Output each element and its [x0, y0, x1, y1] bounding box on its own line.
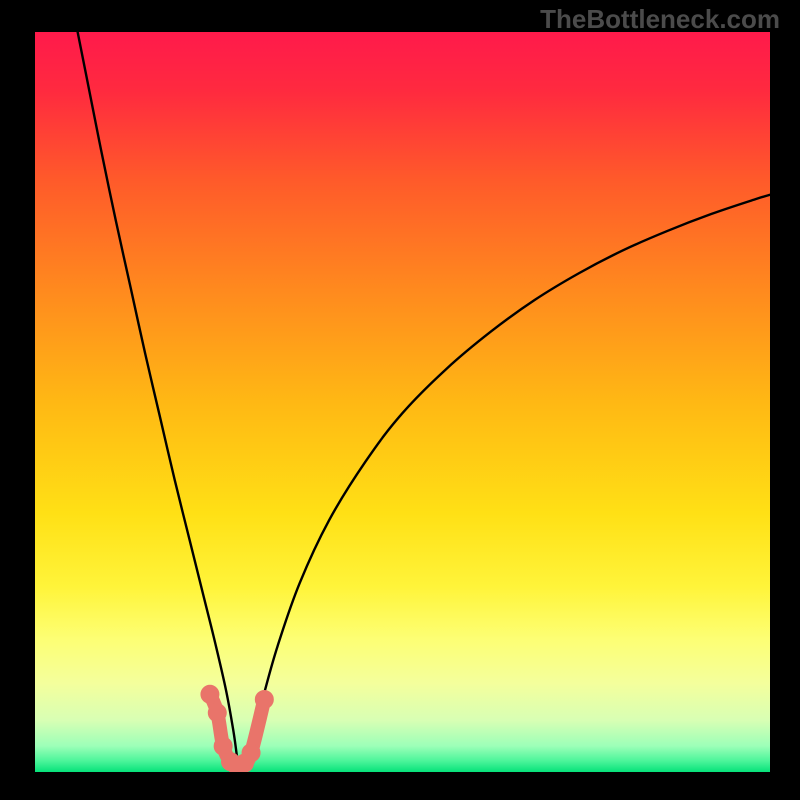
marker-dot — [201, 685, 219, 703]
marker-dot — [255, 690, 273, 708]
watermark-text: TheBottleneck.com — [540, 4, 780, 35]
plot-area — [35, 32, 770, 772]
chart-background — [35, 32, 770, 772]
chart-svg — [35, 32, 770, 772]
marker-dot — [242, 744, 260, 762]
marker-dot — [208, 704, 226, 722]
